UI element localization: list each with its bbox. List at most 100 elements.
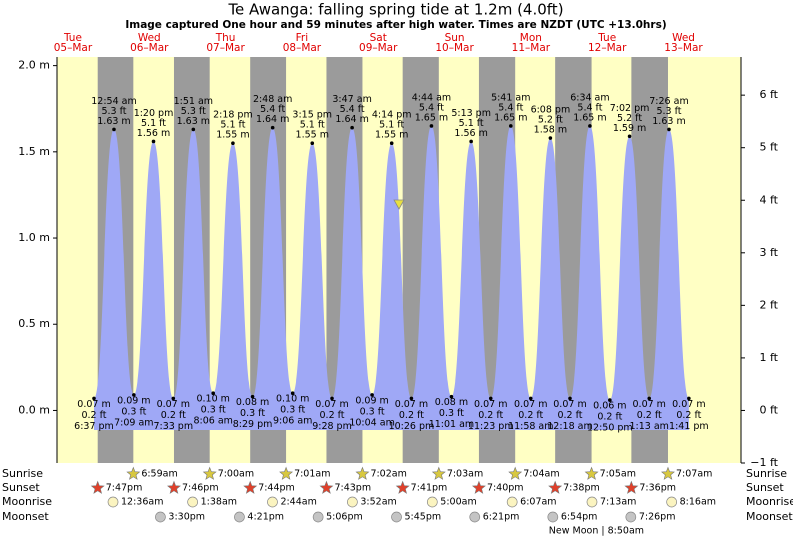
tide-point bbox=[250, 394, 255, 399]
low-tide-label: 0.08 m bbox=[435, 397, 468, 408]
sunrise-time: 7:00am bbox=[218, 469, 254, 480]
moonrise-time: 7:13am bbox=[600, 497, 636, 508]
high-tide-label: 2:18 pm bbox=[213, 110, 253, 121]
high-tide-label: 7:02 pm bbox=[610, 103, 650, 114]
tide-point bbox=[548, 136, 553, 140]
low-tide-label: 0.2 ft bbox=[518, 410, 543, 421]
date-label: 05–Mar bbox=[54, 42, 93, 54]
sunrise-time: 6:59am bbox=[141, 469, 177, 480]
high-tide-label: 12:54 am bbox=[91, 96, 136, 107]
moonset-icon bbox=[312, 511, 324, 523]
low-tide-label: 0.10 m bbox=[276, 394, 309, 405]
high-tide-label: 1.63 m bbox=[177, 116, 210, 127]
y-tick-label: 1.5 m bbox=[18, 145, 50, 158]
moonset-time: 5:45pm bbox=[405, 512, 442, 523]
y2-tick-label: 4 ft bbox=[760, 193, 779, 206]
sunrise-icon bbox=[584, 466, 599, 480]
low-tide-label: 0.08 m bbox=[236, 397, 269, 408]
tide-point bbox=[409, 396, 414, 401]
tide-point bbox=[469, 139, 473, 144]
moonset-icon bbox=[155, 511, 166, 523]
high-tide-label: 1.64 m bbox=[335, 114, 368, 125]
low-tide-label: 11:01 am bbox=[429, 419, 474, 430]
low-tide-label: 0.2 ft bbox=[320, 410, 345, 421]
y2-tick-label: 2 ft bbox=[760, 298, 779, 311]
tide-point bbox=[370, 393, 374, 397]
low-tide-label: 0.07 m bbox=[672, 399, 705, 410]
high-tide-label: 4:44 am bbox=[412, 92, 451, 103]
sunset-icon bbox=[319, 480, 334, 494]
low-tide-label: 6:37 pm bbox=[74, 421, 114, 432]
moonset-time: 4:21pm bbox=[247, 512, 284, 523]
moonrise-time: 2:44am bbox=[280, 497, 316, 508]
date-label: 10–Mar bbox=[435, 42, 474, 54]
high-tide-label: 1.55 m bbox=[375, 130, 408, 141]
tide-point bbox=[132, 393, 136, 397]
high-tide-label: 4:14 pm bbox=[372, 110, 412, 121]
high-tide-label: 5.1 ft bbox=[459, 118, 484, 129]
high-tide-label: 1.63 m bbox=[652, 116, 685, 127]
weekday-label: Wed bbox=[672, 32, 695, 44]
row-label: Sunset bbox=[746, 481, 784, 494]
sunset-time: 7:41pm bbox=[411, 483, 448, 494]
moonrise-icon bbox=[666, 496, 677, 508]
moonrise-time: 3:52am bbox=[360, 497, 396, 508]
sunset-time: 7:38pm bbox=[563, 483, 600, 494]
low-tide-label: 0.10 m bbox=[196, 394, 229, 405]
date-label: 11–Mar bbox=[512, 42, 551, 54]
date-label: 06–Mar bbox=[130, 42, 169, 54]
weekday-label: Tue bbox=[63, 32, 82, 44]
low-tide-label: 10:26 pm bbox=[389, 421, 435, 432]
low-tide-label: 0.3 ft bbox=[439, 408, 464, 419]
sunrise-icon bbox=[508, 466, 523, 480]
date-label: 09–Mar bbox=[359, 42, 398, 54]
weekday-label: Fri bbox=[296, 32, 309, 44]
moonset-time: 7:26pm bbox=[639, 512, 676, 523]
moonrise-icon bbox=[347, 496, 358, 508]
high-tide-label: 1.59 m bbox=[613, 123, 646, 134]
sunrise-time: 7:04am bbox=[523, 469, 559, 480]
tide-point bbox=[528, 396, 533, 401]
high-tide-label: 5.4 ft bbox=[419, 102, 444, 113]
tide-point bbox=[350, 125, 354, 130]
row-label: Sunrise bbox=[2, 467, 43, 480]
tide-point bbox=[92, 396, 96, 401]
high-tide-label: 1.63 m bbox=[97, 116, 130, 127]
moonset-time: 6:54pm bbox=[561, 512, 598, 523]
sunset-icon bbox=[395, 480, 410, 494]
high-tide-label: 1.56 m bbox=[137, 128, 170, 139]
moonrise-icon bbox=[187, 496, 198, 508]
date-label: 07–Mar bbox=[206, 42, 245, 54]
high-tide-label: 3:47 am bbox=[332, 94, 371, 105]
sunrise-time: 7:05am bbox=[600, 469, 636, 480]
y2-tick-label: 0 ft bbox=[760, 403, 779, 416]
date-label: 12–Mar bbox=[588, 42, 627, 54]
low-tide-label: 12:18 am bbox=[547, 421, 592, 432]
weekday-label: Wed bbox=[138, 32, 161, 44]
y2-tick-label: 3 ft bbox=[760, 246, 779, 259]
low-tide-label: 0.07 m bbox=[553, 399, 586, 410]
tide-point bbox=[389, 141, 394, 146]
low-tide-label: 0.07 m bbox=[633, 399, 666, 410]
sunset-time: 7:43pm bbox=[334, 483, 371, 494]
moonset-icon bbox=[469, 511, 481, 523]
low-tide-label: 0.2 ft bbox=[399, 410, 424, 421]
high-tide-label: 1.58 m bbox=[534, 125, 567, 136]
high-tide-label: 5.3 ft bbox=[101, 106, 126, 117]
sunrise-icon bbox=[661, 466, 675, 480]
moonrise-time: 12:36am bbox=[121, 497, 163, 508]
low-tide-label: 8:29 pm bbox=[233, 419, 273, 430]
low-tide-label: 0.07 m bbox=[474, 399, 507, 410]
high-tide-label: 6:08 pm bbox=[531, 105, 571, 116]
tide-area bbox=[94, 125, 689, 430]
weekday-label: Mon bbox=[520, 32, 542, 44]
tide-point bbox=[667, 127, 671, 132]
tide-point bbox=[687, 396, 691, 401]
sunset-icon bbox=[167, 480, 181, 494]
high-tide-label: 6:34 am bbox=[570, 92, 609, 103]
tide-point bbox=[310, 141, 315, 146]
tide-point bbox=[508, 124, 513, 128]
low-tide-label: 1:41 pm bbox=[669, 421, 709, 432]
weekday-label: Thu bbox=[215, 32, 236, 44]
high-tide-label: 5.4 ft bbox=[260, 104, 285, 115]
